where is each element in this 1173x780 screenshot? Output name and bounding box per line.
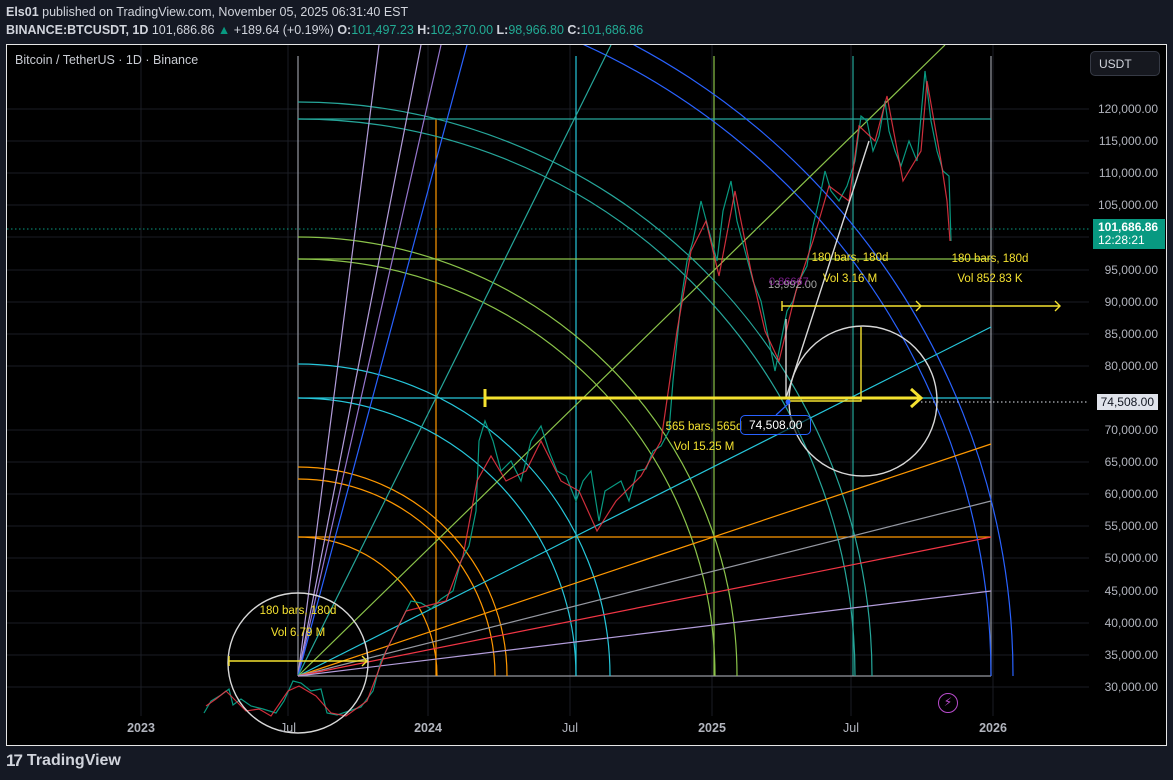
- left-range-vol: Vol 6.79 M: [270, 627, 326, 639]
- middle-range-bars: 565 bars, 565d: [665, 421, 743, 433]
- price-tick: 45,000.00: [1104, 584, 1158, 598]
- lightning-icon[interactable]: ⚡: [938, 693, 958, 713]
- right-range-2-vol: Vol 852.83 K: [957, 273, 1023, 285]
- gann-square-fan: [297, 45, 1014, 677]
- time-tick-2026: 2026: [979, 721, 1007, 735]
- publish-header: Els01 published on TradingView.com, Nove…: [6, 3, 643, 39]
- publish-line: Els01 published on TradingView.com, Nove…: [6, 3, 643, 21]
- price-tick: 105,000.00: [1097, 198, 1158, 212]
- date-range-drawings: [228, 300, 1061, 667]
- price-tick: 50,000.00: [1104, 551, 1158, 565]
- last-price-badge: 101,686.86 12:28:21: [1093, 219, 1165, 249]
- high-value: 102,370.00: [430, 23, 494, 37]
- price-tick: 70,000.00: [1104, 423, 1158, 437]
- price-tick: 85,000.00: [1104, 327, 1158, 341]
- last-price-value: 101,686.86: [1098, 220, 1159, 234]
- close-label: C:: [567, 23, 581, 37]
- low-label: L:: [496, 23, 509, 37]
- time-tick-jul-2025: Jul: [843, 721, 859, 735]
- currency-button[interactable]: USDT: [1090, 51, 1160, 76]
- price-axis[interactable]: 120,000.00 115,000.00 110,000.00 105,000…: [1084, 45, 1166, 745]
- price-tick: 90,000.00: [1104, 295, 1158, 309]
- left-range-bars: 180 bars, 180d: [259, 605, 337, 617]
- author-name[interactable]: Els01: [6, 5, 39, 19]
- price-change: +189.64 (+0.19%): [233, 23, 334, 37]
- right-range-1-vol: Vol 3.16 M: [822, 273, 878, 285]
- symbol-line: BINANCE:BTCUSDT, 1D 101,686.86 ▲ +189.64…: [6, 21, 643, 39]
- price-tick: 95,000.00: [1104, 263, 1158, 277]
- price-tick: 120,000.00: [1097, 102, 1158, 116]
- anchor-dot: [785, 399, 791, 405]
- close-value: 101,686.86: [580, 23, 644, 37]
- bar-countdown: 12:28:21: [1098, 233, 1145, 247]
- open-value: 101,497.23: [351, 23, 414, 37]
- price-tick: 65,000.00: [1104, 455, 1158, 469]
- price-tick: 40,000.00: [1104, 616, 1158, 630]
- time-tick-2024: 2024: [414, 721, 442, 735]
- price-tick: 110,000.00: [1098, 166, 1158, 180]
- circle-drawings: [227, 140, 938, 734]
- price-tick: 55,000.00: [1104, 519, 1158, 533]
- low-value: 98,966.80: [508, 23, 564, 37]
- symbol-name: BINANCE:BTCUSDT, 1D: [6, 23, 149, 37]
- price-tick: 30,000.00: [1104, 680, 1158, 694]
- price-tick: 35,000.00: [1104, 648, 1158, 662]
- tradingview-mark-icon: 17: [6, 751, 23, 770]
- up-arrow-icon: ▲: [217, 23, 231, 37]
- candlestick-series: [203, 70, 952, 717]
- middle-range-vol: Vol 15.25 M: [673, 441, 735, 453]
- small-value-label: 13,992.00: [768, 279, 817, 291]
- high-label: H:: [417, 23, 431, 37]
- time-tick-2025: 2025: [698, 721, 726, 735]
- price-tick: 60,000.00: [1104, 487, 1158, 501]
- ratio-label: 0.86667: [769, 276, 809, 288]
- price-tick: 80,000.00: [1104, 359, 1158, 373]
- level-price-badge: 74,508.00: [1096, 394, 1158, 410]
- tradingview-logo[interactable]: 17 TradingView: [6, 751, 121, 771]
- price-tick: 115,000.00: [1098, 134, 1158, 148]
- published-text: published on TradingView.com, November 0…: [42, 5, 409, 19]
- tradingview-wordmark: TradingView: [26, 752, 121, 769]
- open-label: O:: [337, 23, 352, 37]
- chart-plot[interactable]: [7, 45, 1167, 746]
- right-range-1-bars: 180 bars, 180d: [811, 252, 889, 264]
- last-price: 101,686.86: [151, 23, 215, 37]
- grid-lines: [7, 45, 1089, 716]
- time-tick-2023: 2023: [127, 721, 155, 735]
- time-tick-jul-2023: Jul: [280, 721, 296, 735]
- right-range-2-bars: 180 bars, 180d: [951, 253, 1029, 265]
- chart-legend-title[interactable]: Bitcoin / TetherUS · 1D · Binance: [15, 53, 199, 67]
- chart-pane[interactable]: Bitcoin / TetherUS · 1D · Binance 180 ba…: [6, 44, 1167, 746]
- price-label-box[interactable]: 74,508.00: [740, 415, 812, 435]
- time-tick-jul-2024: Jul: [562, 721, 578, 735]
